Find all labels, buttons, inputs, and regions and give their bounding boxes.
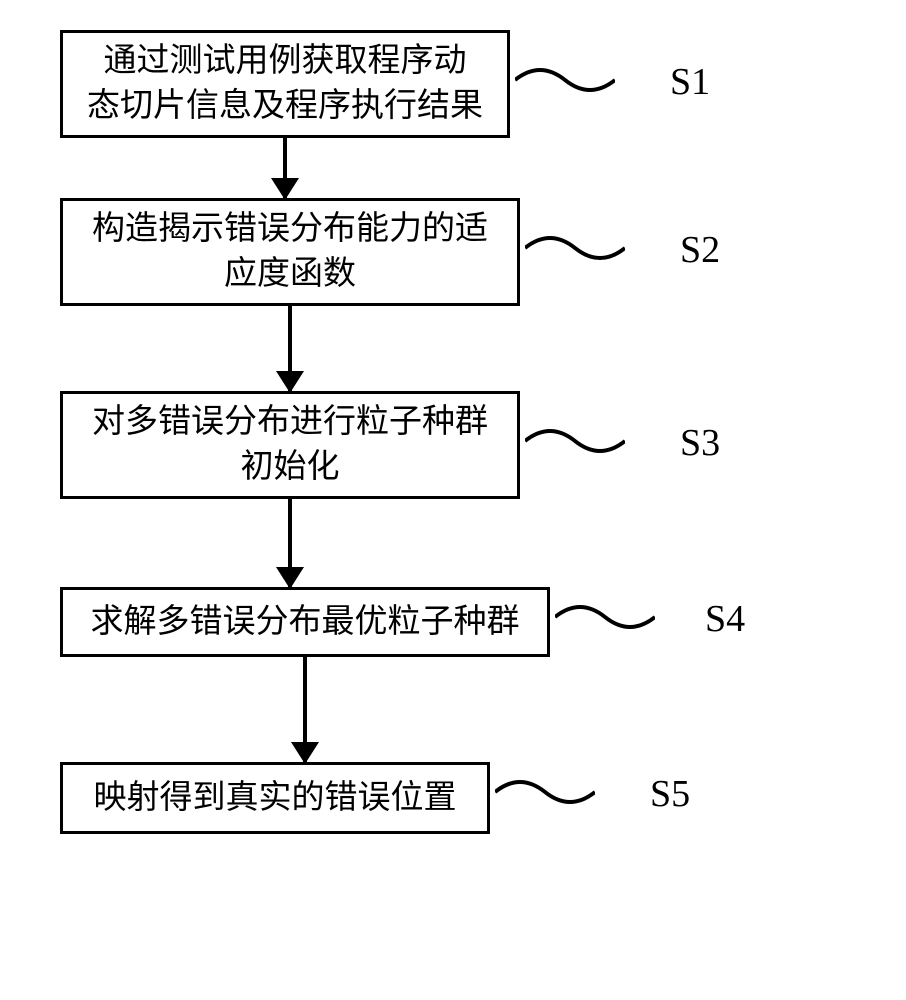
box-text-s3: 对多错误分布进行粒子种群 初始化 — [92, 400, 488, 489]
label-s4: S4 — [705, 597, 745, 641]
connector-s1 — [515, 60, 615, 100]
connector-s2 — [525, 228, 625, 268]
label-s5: S5 — [650, 772, 690, 816]
arrow-s3-s4 — [60, 499, 520, 587]
arrow-s2-s3 — [60, 306, 520, 391]
connector-s4 — [555, 597, 655, 637]
box-s1: 通过测试用例获取程序动 态切片信息及程序执行结果 — [60, 30, 510, 138]
box-s5: 映射得到真实的错误位置 — [60, 762, 490, 834]
arrow-s4-s5 — [60, 657, 550, 762]
box-text-s1: 通过测试用例获取程序动 态切片信息及程序执行结果 — [87, 39, 483, 128]
label-s3: S3 — [680, 421, 720, 465]
label-s2: S2 — [680, 228, 720, 272]
box-text-s4: 求解多错误分布最优粒子种群 — [91, 600, 520, 645]
step-s4: 求解多错误分布最优粒子种群 S4 — [60, 587, 550, 657]
box-s2: 构造揭示错误分布能力的适 应度函数 — [60, 198, 520, 306]
box-s4: 求解多错误分布最优粒子种群 — [60, 587, 550, 657]
arrow-s1-s2 — [60, 138, 510, 198]
step-s2: 构造揭示错误分布能力的适 应度函数 S2 — [60, 198, 550, 306]
connector-s5 — [495, 772, 595, 812]
box-text-s5: 映射得到真实的错误位置 — [94, 776, 457, 821]
box-text-s2: 构造揭示错误分布能力的适 应度函数 — [92, 207, 488, 296]
box-s3: 对多错误分布进行粒子种群 初始化 — [60, 391, 520, 499]
step-s1: 通过测试用例获取程序动 态切片信息及程序执行结果 S1 — [60, 30, 550, 138]
step-s3: 对多错误分布进行粒子种群 初始化 S3 — [60, 391, 550, 499]
step-s5: 映射得到真实的错误位置 S5 — [60, 762, 550, 834]
label-s1: S1 — [670, 60, 710, 104]
connector-s3 — [525, 421, 625, 461]
flowchart-container: 通过测试用例获取程序动 态切片信息及程序执行结果 S1 构造揭示错误分布能力的适… — [60, 30, 550, 834]
